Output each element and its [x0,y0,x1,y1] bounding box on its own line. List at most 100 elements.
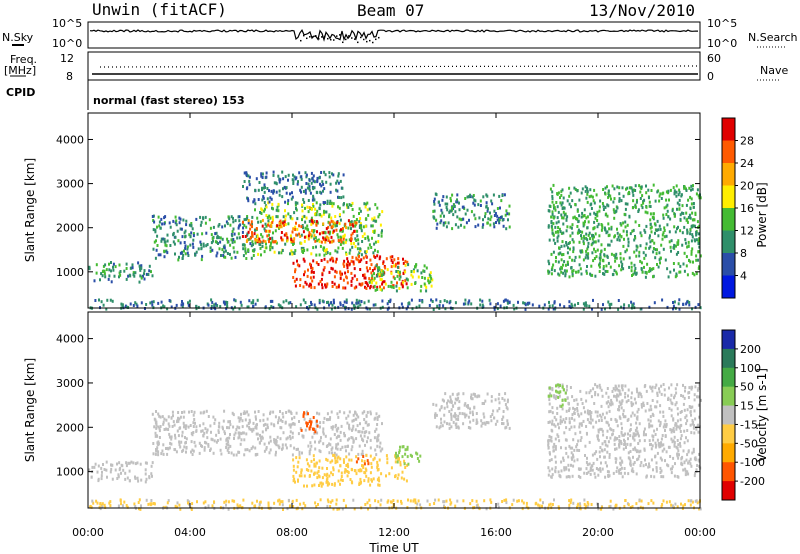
range-cell [223,244,226,248]
range-cell [614,457,617,461]
range-cell [170,416,173,420]
range-cell [392,499,395,502]
range-cell [443,299,446,303]
range-cell [294,268,297,272]
range-cell [588,231,591,235]
range-cell [638,422,641,426]
range-cell [606,230,609,234]
range-cell [643,256,646,260]
range-cell [610,227,613,231]
range-cell [331,257,334,261]
range-cell [384,282,387,286]
range-cell [162,443,165,447]
range-cell [464,302,467,306]
range-cell [358,220,361,224]
range-cell [678,207,681,211]
range-cell [96,470,99,474]
range-cell [561,383,564,387]
range-cell [552,263,555,267]
range-cell [551,388,554,392]
range-cell [688,259,691,262]
range-cell [630,261,633,265]
range-cell [158,220,161,224]
range-cell [361,282,364,286]
range-cell [551,266,554,270]
range-cell [585,196,588,200]
range-cell [591,251,594,255]
range-cell [554,241,557,245]
range-cell [564,272,567,276]
range-cell [700,398,702,402]
range-cell [612,208,615,212]
range-cell [220,452,223,456]
range-cell [551,231,554,235]
range-cell [185,424,188,428]
range-cell [244,418,247,422]
range-cell [103,503,106,507]
range-cell [673,189,676,193]
range-cell [176,429,179,433]
range-cell [105,468,108,472]
range-cell [337,172,340,176]
range-cell [289,437,292,441]
range-cell [560,213,563,217]
range-cell [310,459,313,463]
range-cell [418,298,421,302]
range-cell [327,225,330,229]
range-cell [320,240,323,244]
range-cell [364,224,367,228]
range-cell [414,498,417,502]
range-cell [151,461,154,465]
range-cell [339,447,342,451]
range-cell [346,474,349,478]
range-cell [241,235,244,238]
range-cell [666,209,669,213]
range-cell [240,432,243,436]
range-cell [364,285,366,289]
range-cell [634,184,637,188]
range-cell [321,299,324,303]
range-cell [339,301,342,305]
range-cell [567,475,570,478]
range-cell [179,426,182,430]
range-cell [242,185,244,188]
range-cell [660,505,663,508]
range-cell [630,414,633,418]
range-cell [698,237,701,241]
range-cell [290,423,293,427]
range-cell [476,395,479,399]
range-cell [577,412,580,416]
range-cell [221,248,224,252]
range-cell [249,236,252,240]
range-cell [100,272,103,276]
range-cell [500,199,503,203]
range-cell [416,269,419,273]
range-cell [570,498,573,502]
range-cell [190,432,193,435]
range-cell [696,464,699,467]
range-cell [596,502,599,506]
range-cell [245,432,248,436]
range-cell [143,269,146,273]
nave-label: Nave [760,64,789,77]
range-cell [257,437,259,441]
range-cell [231,499,234,503]
range-cell [502,224,505,228]
range-cell [358,254,360,258]
range-cell [661,434,664,437]
range-cell [120,302,123,306]
range-cell [689,232,692,236]
range-cell [243,223,246,227]
range-cell [113,274,116,278]
range-cell [585,269,588,273]
range-cell [392,286,395,289]
range-cell [685,255,688,259]
range-cell [685,472,688,476]
range-cell [352,424,355,428]
range-cell [699,196,702,200]
range-cell [303,474,306,478]
range-cell [640,261,643,265]
range-cell [668,386,670,390]
range-cell [604,192,607,196]
range-cell [270,197,273,201]
